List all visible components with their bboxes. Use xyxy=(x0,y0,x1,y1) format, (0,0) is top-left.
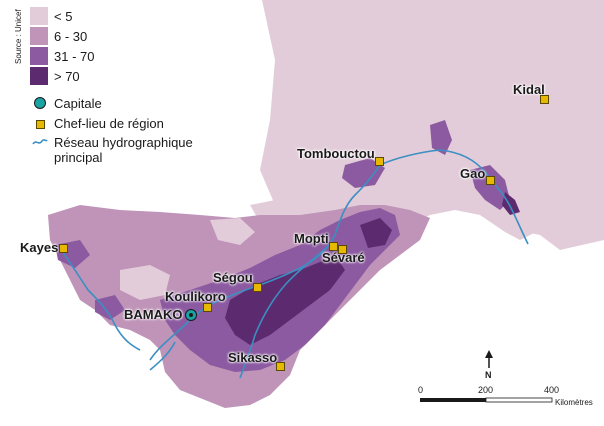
legend-river: Réseau hydrographique principal xyxy=(32,135,193,165)
legend-row-4: > 70 xyxy=(30,66,94,86)
river-bani xyxy=(239,243,331,379)
legend-river-label-line2: principal xyxy=(54,150,103,165)
region-gao-very-high xyxy=(502,192,520,215)
legend-label: 6 - 30 xyxy=(54,28,88,44)
regional-capital-marker-koulikoro xyxy=(203,303,212,312)
region-southwest-high xyxy=(95,295,125,320)
legend-swatch xyxy=(30,7,48,25)
legend-row-1: < 5 xyxy=(30,6,94,26)
city-label-tombouctou: Tombouctou xyxy=(297,146,375,161)
regional-capital-marker-gao xyxy=(486,176,495,185)
scale-tick-400: 400 xyxy=(544,385,560,395)
city-label-bamako: BAMAKO xyxy=(124,307,183,322)
legend-capital-label: Capitale xyxy=(54,96,102,111)
legend-label: 31 - 70 xyxy=(54,48,95,64)
river-senegal xyxy=(59,247,141,351)
legend-row-2: 6 - 30 xyxy=(30,26,94,46)
legend-swatch xyxy=(30,47,48,65)
regional-capital-marker-kayes xyxy=(59,244,68,253)
legend-regional: Chef-lieu de région xyxy=(32,116,164,131)
region-north-high xyxy=(430,120,452,155)
legend-swatch xyxy=(30,67,48,85)
region-core-very-high xyxy=(225,255,345,345)
legend-row-3: 31 - 70 xyxy=(30,46,94,66)
legend-label: < 5 xyxy=(54,8,73,24)
regional-capital-marker-kidal xyxy=(540,95,549,104)
north-arrow xyxy=(485,350,493,368)
city-label-mopti: Mopti xyxy=(294,231,329,246)
legend-river-label-line1: Réseau hydrographique xyxy=(54,135,193,150)
north-label: N xyxy=(485,370,492,380)
region-west-light xyxy=(120,265,170,300)
scale-bar xyxy=(420,397,553,403)
scale-unit: Kilomètres xyxy=(555,398,593,407)
regional-capital-marker-tombouctou xyxy=(375,157,384,166)
city-label-kidal: Kidal xyxy=(513,82,545,97)
city-label-gao: Gao xyxy=(460,166,486,181)
legend-capital: Capitale xyxy=(32,96,102,111)
region-east-high xyxy=(470,165,510,210)
legend: < 5 6 - 30 31 - 70 > 70 xyxy=(30,6,94,86)
regional-capital-marker-sikasso xyxy=(276,362,285,371)
city-label-sikasso: Sikasso xyxy=(228,350,278,365)
legend-label: > 70 xyxy=(54,68,80,84)
regional-capital-marker-sevare xyxy=(338,245,347,254)
capital-icon xyxy=(32,97,48,109)
regional-capital-marker-mopti xyxy=(329,242,338,251)
source-note: Source : Unicef xyxy=(14,9,23,64)
city-label-sevare: Sévaré xyxy=(322,250,365,265)
city-label-segou: Ségou xyxy=(213,270,253,285)
regional-capital-icon xyxy=(32,117,48,129)
legend-swatch xyxy=(30,27,48,45)
river-south-branch xyxy=(149,341,176,371)
river-icon xyxy=(32,136,48,148)
regional-capital-marker-segou xyxy=(253,283,262,292)
scale-tick-0: 0 xyxy=(418,385,424,395)
region-tombouctou-high xyxy=(342,158,385,188)
city-label-kayes: Kayes xyxy=(20,240,59,255)
legend-regional-label: Chef-lieu de région xyxy=(54,116,164,131)
capital-marker-bamako xyxy=(185,309,197,321)
scale-tick-200: 200 xyxy=(478,385,494,395)
city-label-koulikoro: Koulikoro xyxy=(165,289,226,304)
region-mopti-very-high xyxy=(360,218,392,248)
region-west-light-2 xyxy=(210,218,255,245)
